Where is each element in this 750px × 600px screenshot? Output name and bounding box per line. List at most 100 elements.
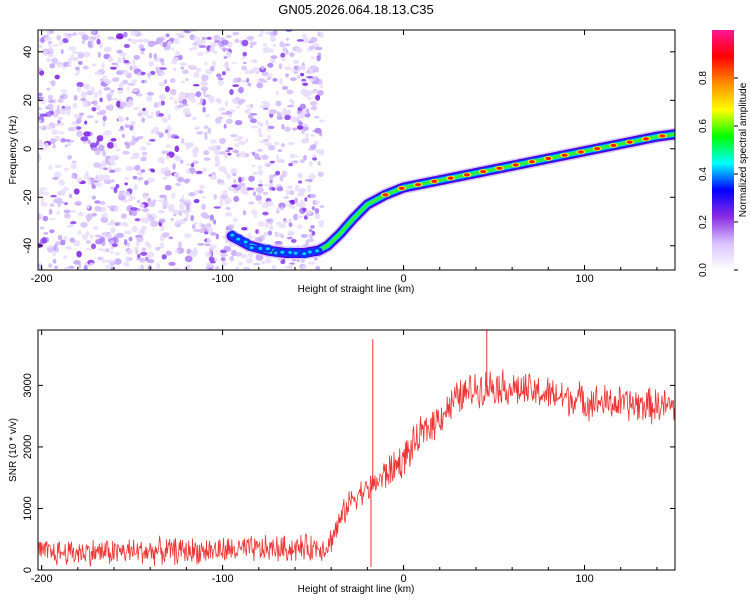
noise-blob [105, 155, 109, 162]
spectrogram-x-label: Height of straight line (km) [298, 284, 415, 295]
track-bead [626, 140, 633, 144]
noise-blob [63, 255, 67, 260]
noise-blob [158, 218, 166, 224]
noise-blob [69, 139, 75, 143]
noise-blob [176, 105, 185, 108]
noise-blob [208, 256, 215, 262]
noise-blob [221, 48, 230, 51]
noise-blob [310, 56, 315, 60]
noise-blob [101, 133, 105, 137]
noise-blob [201, 196, 206, 199]
noise-blob [279, 174, 284, 182]
noise-blob [257, 121, 261, 126]
noise-blob [316, 55, 321, 62]
noise-blob [96, 38, 101, 45]
noise-blob [80, 221, 88, 228]
noise-blob [139, 257, 146, 263]
noise-blob [248, 175, 255, 182]
noise-blob [308, 238, 315, 242]
noise-blob [218, 98, 222, 105]
noise-blob [303, 215, 308, 220]
noise-blob [74, 66, 80, 71]
noise-blob [141, 225, 147, 231]
noise-blob [91, 212, 97, 217]
noise-blob [139, 146, 147, 151]
noise-blob [58, 179, 65, 186]
noise-blob [308, 228, 313, 233]
noise-blob [130, 65, 137, 70]
noise-blob [304, 197, 308, 202]
noise-blob [77, 211, 84, 217]
noise-blob [94, 181, 103, 187]
noise-blob [303, 154, 307, 161]
snr-x-ticks: -200 -100 0 100 [31, 330, 658, 585]
noise-blob [133, 107, 140, 110]
noise-blob [274, 241, 283, 244]
noise-blob [234, 143, 239, 148]
noise-blob [298, 189, 305, 195]
noise-blob [160, 72, 166, 76]
noise-blob [249, 44, 253, 49]
noise-blob [76, 177, 83, 183]
noise-blob [288, 231, 294, 237]
noise-blob [153, 102, 160, 108]
noise-blob [241, 65, 247, 71]
noise-blob [259, 122, 264, 128]
noise-blob [41, 48, 49, 54]
noise-blob [173, 37, 180, 45]
noise-blob [315, 94, 321, 101]
noise-blob [227, 185, 235, 192]
noise-blob [287, 185, 294, 190]
noise-blob [42, 215, 49, 222]
noise-blob [102, 115, 107, 122]
noise-blob [39, 187, 48, 191]
noise-blob [116, 222, 122, 226]
noise-blob [290, 160, 299, 164]
noise-blob [310, 134, 316, 137]
noise-blob [126, 242, 130, 247]
noise-blob [192, 46, 198, 50]
noise-blob [294, 197, 299, 204]
noise-blob [113, 142, 118, 148]
noise-blob [39, 69, 45, 76]
noise-blob [317, 220, 325, 224]
noise-blob [288, 99, 293, 103]
noise-blob [110, 186, 114, 190]
noise-blob [232, 77, 240, 83]
noise-blob [255, 186, 264, 193]
noise-blob [66, 109, 71, 116]
noise-blob [96, 104, 101, 111]
noise-blob [262, 191, 268, 195]
noise-blob [296, 202, 300, 207]
noise-blob [312, 77, 317, 81]
noise-blob [196, 131, 204, 135]
noise-blob [258, 179, 263, 185]
noise-blob [272, 44, 277, 48]
noise-blob [262, 42, 268, 47]
noise-blob [252, 66, 260, 74]
noise-blob [293, 213, 299, 221]
noise-blob [229, 255, 235, 262]
noise-blob [215, 159, 221, 166]
noise-blob [257, 221, 265, 227]
noise-blob [242, 61, 247, 65]
noise-blob [39, 113, 48, 117]
noise-blob [230, 134, 238, 138]
noise-blob [300, 112, 305, 120]
noise-blob [231, 184, 238, 188]
noise-blob [201, 203, 206, 210]
noise-blob [144, 217, 150, 224]
noise-blob [188, 142, 195, 147]
noise-blob [210, 42, 218, 48]
noise-blob [292, 127, 298, 131]
noise-blob [38, 189, 44, 196]
noise-blob [133, 54, 140, 60]
noise-blob [185, 78, 189, 82]
noise-blob [117, 117, 125, 123]
noise-blob [207, 96, 216, 102]
noise-blob [224, 201, 229, 205]
noise-blob [219, 137, 227, 144]
noise-blob [162, 117, 168, 123]
noise-blob [297, 172, 303, 179]
